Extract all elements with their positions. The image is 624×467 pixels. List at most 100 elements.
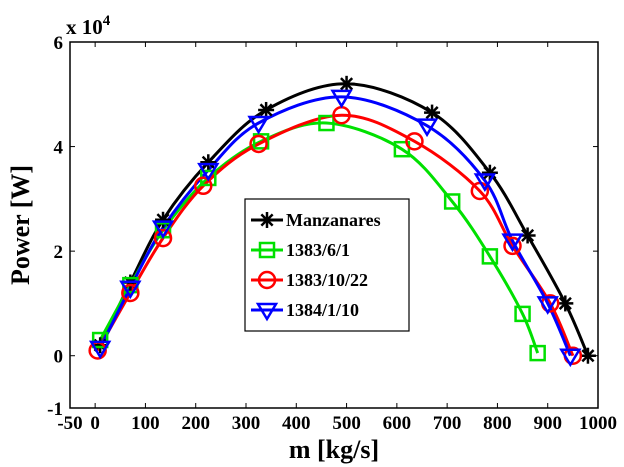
square-marker-shape [258,241,276,259]
triangle-marker-shape [536,296,559,315]
square-marker-shape [393,140,411,158]
y-tick-label: 0 [54,347,64,368]
triangle-marker-shape [197,162,220,182]
asterisk-marker-stroke [521,228,535,242]
y-tick-label: 6 [54,33,64,54]
x-tick-label: -50 [57,413,82,434]
x-tick-label: 200 [181,413,210,434]
data-point-1384-1-10 [247,115,270,135]
data-point-1384-1-10 [559,348,582,368]
data-point-1383-10-22 [249,134,268,154]
data-point-manzanares [481,164,498,181]
circle-marker-shape [405,132,424,151]
x-tick-label: 700 [433,413,462,434]
asterisk-marker-stroke [259,103,273,117]
x-tick-label: 100 [131,413,160,434]
y-axis-label: Power [W] [6,165,35,285]
asterisk-marker-stroke [340,77,354,91]
circle-marker-shape [503,236,522,256]
data-point-manzanares [338,75,355,92]
x-tick-label: 0 [90,413,100,434]
circle-marker-shape [121,283,140,303]
triangle-marker-shape [559,348,582,368]
x-tick-label: 300 [232,413,261,434]
data-point-1383-6-1 [252,133,270,150]
square-marker-shape [529,344,546,362]
data-point-1384-1-10 [473,173,497,192]
circle-marker-shape [249,134,268,154]
legend-label-1383-10-22: 1383/10/22 [286,270,368,290]
triangle-marker-shape [151,220,175,240]
triangle-marker-shape [255,302,279,322]
x-tick-label: 400 [282,413,311,434]
data-point-1383-6-1 [91,331,109,349]
data-point-1383-6-1 [393,140,411,158]
triangle-marker-shape [501,233,524,253]
legend: Manzanares 1383/6/1 1383/10/22 1384/1/10 [244,198,410,332]
data-point-1383-10-22 [153,228,173,248]
data-point-1383-10-22 [121,283,140,303]
asterisk-marker-stroke [425,106,439,120]
data-point-1384-1-10 [197,162,220,182]
legend-marker-1383-6-1 [258,241,276,259]
asterisk-marker-stroke [483,166,497,180]
square-marker-shape [91,331,109,349]
data-point-1383-10-22 [194,176,213,196]
x-ticks: -50 0 100 200 300 400 500 600 700 800 900 1000 [57,42,617,434]
circle-marker-shape [153,228,173,248]
y-multiplier: x 104 [66,13,111,39]
data-point-manzanares [424,104,441,121]
data-point-1384-1-10 [119,280,142,300]
data-point-1383-6-1 [529,344,546,362]
y-tick-label: -1 [47,399,63,420]
data-point-1384-1-10 [151,220,175,240]
y-multiplier-exponent: 4 [103,13,111,29]
y-tick-label: 4 [54,138,64,159]
asterisk-marker-stroke [260,213,274,227]
asterisk-marker-stroke [201,155,215,169]
triangle-marker-shape [88,340,112,360]
x-tick-label: 500 [332,413,361,434]
data-point-manzanares [258,101,275,118]
data-point-1383-6-1 [443,193,461,210]
legend-marker-manzanares [259,212,275,228]
legend-label-manzanares: Manzanares [286,210,381,230]
y-ticks: -1 0 2 4 6 [47,33,598,420]
data-point-1384-1-10 [536,296,559,315]
data-point-manzanares [200,154,217,171]
data-point-1384-1-10 [501,233,524,253]
data-point-1383-6-1 [318,114,335,132]
square-marker-shape [481,248,499,265]
x-tick-label: 800 [483,413,512,434]
square-marker-shape [318,114,335,132]
triangle-marker-shape [247,115,270,135]
x-axis-label: m [kg/s] [289,435,379,464]
legend-label-1383-6-1: 1383/6/1 [286,240,350,260]
data-point-1383-6-1 [514,305,531,323]
data-point-1383-6-1 [481,248,499,265]
y-tick-label: 2 [54,242,64,263]
legend-label-1384-1-10: 1384/1/10 [286,300,359,320]
data-point-1384-1-10 [415,118,439,138]
triangle-marker-shape [473,173,497,192]
data-point-1384-1-10 [330,89,353,109]
legend-marker-1384-1-10 [255,302,279,322]
data-point-1383-10-22 [503,236,522,256]
triangle-marker-shape [415,118,439,138]
asterisk-marker-stroke [581,349,595,363]
data-point-1383-10-22 [405,132,424,151]
asterisk-marker-stroke [558,296,572,310]
square-marker-shape [252,133,270,150]
circle-marker-shape [194,176,213,196]
square-marker-shape [514,305,531,323]
legend-marker-1383-10-22 [257,270,277,290]
x-tick-label: 600 [383,413,412,434]
triangle-marker-shape [119,280,142,300]
circle-marker-shape [257,270,277,290]
triangle-marker-shape [330,89,353,109]
y-multiplier-base: x 10 [66,15,103,39]
x-tick-label: 1000 [579,413,617,434]
data-point-1384-1-10 [88,340,112,360]
markers-layer [88,75,596,368]
